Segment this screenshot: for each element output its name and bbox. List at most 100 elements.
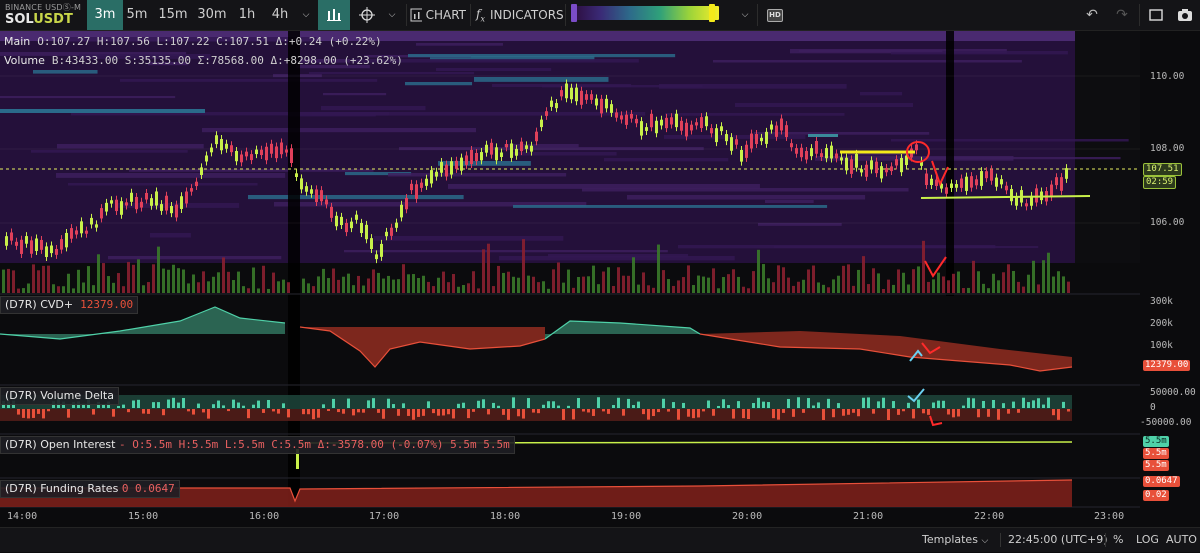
heatmap-streak [323,93,387,96]
time-axis[interactable]: 14:00 15:00 16:00 17:00 18:00 19:00 20:0… [0,507,1140,527]
volume-bar [952,273,955,293]
open-interest-pane-label[interactable]: (D7R) Open Interest - O:5.5m H:5.5m L:5.… [0,436,515,454]
auto-toggle[interactable]: AUTO [1166,533,1197,546]
timeframe-30m[interactable]: 30m [197,7,227,22]
volume-bar [742,286,745,293]
candle-body [290,148,293,163]
heatmap-color-range-slider[interactable] [571,4,719,22]
timeframe-4h[interactable]: 4h [271,7,289,22]
volume-bar [437,277,440,293]
screenshot-button[interactable] [1174,0,1196,30]
heatmap-streak [374,236,564,241]
candle-body [430,170,433,184]
candle-body [220,139,223,151]
vd-bar [787,398,790,408]
crosshair-button[interactable] [354,0,380,30]
vd-bar [572,409,575,420]
templates-button[interactable]: Templates ⌵ [922,528,988,552]
fullscreen-button[interactable] [1146,0,1166,30]
oi-tag-1: 5.5m [1143,436,1169,447]
vd-bar [782,409,785,413]
volume-bar [92,285,95,293]
timeframe-15m[interactable]: 15m [158,7,188,22]
candle-body [540,119,543,128]
time-label: 15:00 [128,511,159,522]
timeframe-5m[interactable]: 5m [126,7,148,22]
volume-bar [427,281,430,293]
time-label: 16:00 [249,511,280,522]
volume-bar [772,282,775,293]
chart-button[interactable]: CHART [410,0,466,30]
cvd-pane-label[interactable]: (D7R) CVD+ 12379.00 [0,296,139,314]
undo-button[interactable]: ↶ [1082,0,1102,30]
vd-bar [412,409,415,420]
vd-bar [532,409,535,413]
symbol-selector[interactable]: BINANCE USDⓈ-M SOLUSDT [0,0,84,30]
candle-body [10,232,13,241]
heatmap-streak [71,112,389,116]
vd-bar [542,404,545,408]
volume-bar [607,267,610,293]
candle-body [210,147,213,153]
vd-bar [712,409,715,416]
percent-toggle[interactable]: % [1113,533,1124,546]
volume-bar [787,277,790,293]
cvd-axis-100k: 100k [1150,340,1173,351]
vd-bar [382,409,385,419]
volume-bar [392,279,395,293]
volume-bar [342,276,345,293]
heatmap-streak [430,56,595,61]
chart-area[interactable]: Main O:107.27 H:107.56 L:107.22 C:107.51… [0,31,1200,522]
volume-bar [322,268,325,293]
vd-bar [267,399,270,408]
vd-bar [807,398,810,408]
heatmap-streak [54,37,317,42]
chart-icon [410,8,422,22]
candle-body [560,90,563,97]
cvd-axis-300k: 300k [1150,296,1173,307]
vd-bar [777,409,780,420]
hd-toggle[interactable]: HD [767,9,783,22]
volume-bar [132,264,135,293]
crosshair-dropdown[interactable]: ⌵ [384,0,400,30]
range-handle-low[interactable] [571,4,577,22]
candle-body [970,176,973,188]
chart-type-button[interactable] [318,0,350,30]
candle-body [585,94,588,100]
heatmap-streak [758,223,842,226]
vd-bar [1017,409,1020,413]
vd-bar [692,409,695,419]
volume-delta-pane-label[interactable]: (D7R) Volume Delta [0,387,119,405]
vd-bar [977,409,980,418]
volume-bar [852,285,855,293]
chart-canvas[interactable] [0,31,1200,522]
candle-body [1030,195,1033,206]
range-handle-high[interactable] [709,4,715,22]
log-toggle[interactable]: LOG [1136,533,1159,546]
vd-bar [497,405,500,408]
timeframe-dropdown[interactable]: ⌵ [296,0,316,30]
candle-body [75,230,78,235]
candle-body [235,150,238,162]
heatmap-streak [0,96,176,99]
indicators-button[interactable]: fx INDICATORS [476,0,564,30]
volume-bar [947,280,950,293]
volume-bar [1037,284,1040,293]
redo-button[interactable]: ↷ [1112,0,1132,30]
volume-bar [157,246,160,293]
heatmap-dropdown[interactable]: ⌵ [737,0,753,30]
volume-bar [182,269,185,293]
vd-bar [1047,397,1050,408]
vd-bar [872,409,875,414]
heatmap-streak [321,106,426,111]
volume-bar [732,269,735,293]
volume-bar [77,269,80,293]
vd-bar [567,405,570,408]
funding-pane-label[interactable]: (D7R) Funding Rates 0 0.0647 [0,480,180,498]
heatmap-streak [345,172,412,176]
timeframe-3m[interactable]: 3m [87,0,123,30]
volume-bar [512,276,515,293]
time-label: 19:00 [611,511,642,522]
timeframe-1h[interactable]: 1h [238,7,256,22]
candle-body [105,202,108,212]
